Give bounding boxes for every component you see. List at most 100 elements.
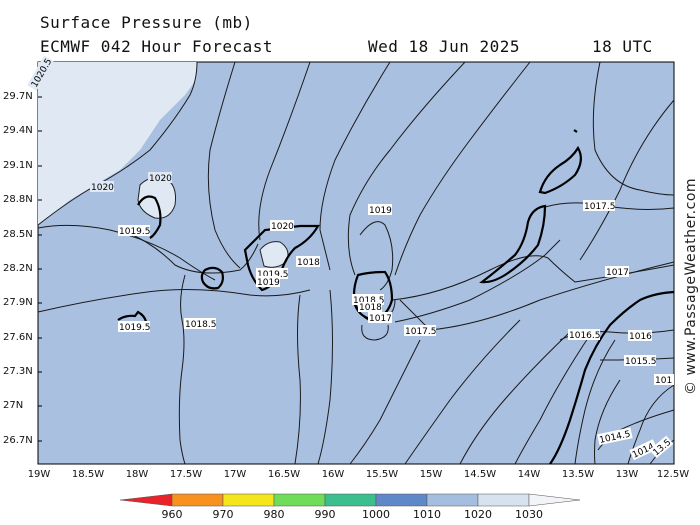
colorbar-segment: [273, 493, 326, 507]
isobar: [317, 289, 333, 465]
isobar: [178, 274, 186, 465]
colorbar-arrow-left: [119, 493, 173, 507]
isobar-label: 1018: [358, 302, 382, 313]
isobar-label-text: 1018.5: [353, 296, 385, 306]
lat-label: 26.7N: [3, 435, 33, 446]
forecast-label: ECMWF 042 Hour Forecast: [40, 37, 274, 56]
isobar-label-text: 1019.5: [119, 227, 151, 237]
isobar: [361, 324, 389, 341]
colorbar-segment: [222, 493, 275, 507]
coastline-fuerteventura: [479, 204, 547, 284]
lon-label: 18W: [125, 469, 149, 480]
isobar-label-text: 1019: [257, 278, 280, 288]
lat-label: 29.4N: [3, 125, 33, 136]
isobar-label-text: 1017.5: [584, 202, 616, 212]
colorbar-label: 1020: [464, 508, 492, 521]
isobar-label: 1017.5: [404, 325, 437, 337]
isobar-label-text: 1015.5: [625, 357, 657, 367]
colorbar-label: 980: [263, 508, 285, 521]
isobar-label: 1016: [628, 330, 652, 342]
isobar: [592, 61, 675, 196]
isobar-label-text: 1018: [297, 258, 320, 268]
high-pressure-region: [38, 62, 197, 225]
colorbar-label: 1010: [413, 508, 441, 521]
isobar-label-text: 1017.5: [405, 327, 437, 337]
colorbar-segment: [375, 493, 428, 507]
isobar-label-text: 1017: [606, 268, 629, 278]
isobar-label: 1019.5: [256, 268, 289, 280]
lon-label: 17.5W: [169, 469, 203, 480]
lon-label: 14W: [517, 469, 541, 480]
coastline-islet: [573, 129, 578, 133]
isobar: [37, 61, 198, 226]
isobar-label-text: 1020: [149, 174, 172, 184]
lon-label: 15.5W: [365, 469, 399, 480]
colorbar-label: 960: [161, 508, 183, 521]
isobar-label-text: 1018: [359, 303, 382, 313]
isobar-label-text: 101: [655, 376, 672, 386]
credit-watermark: © www.PassageWeather.com: [683, 177, 699, 395]
isobar: [579, 99, 675, 261]
isobar-label-text: 1016: [629, 332, 652, 342]
coastline-africa: [549, 290, 675, 465]
colorbar-arrow-right: [528, 493, 581, 507]
lon-label: 14.5W: [463, 469, 497, 480]
isobar: [207, 61, 241, 269]
isobar: [347, 61, 466, 276]
isobar-label: 1019: [368, 204, 392, 216]
isobar: [404, 319, 521, 465]
lat-label: 27N: [3, 400, 24, 411]
lat-label: 29.1N: [3, 160, 33, 171]
coastline-lanzarote: [538, 145, 582, 195]
coastline-el-hierro: [117, 310, 148, 323]
isobar: [119, 229, 259, 274]
isobar-label-text: 1020: [91, 183, 114, 193]
isobar: [349, 339, 421, 465]
isobar-label-text: 1017: [369, 314, 392, 324]
isobar-label: 1020: [90, 181, 114, 193]
isobar: [574, 339, 616, 465]
lon-label: 16W: [321, 469, 345, 480]
coastline-la-gomera: [200, 266, 224, 290]
isobar-label: 1016.5: [568, 329, 601, 341]
lon-label: 13.5W: [561, 469, 595, 480]
colorbar-segment: [426, 493, 479, 507]
lat-label: 27.9N: [3, 297, 33, 308]
isobar-label: 1018.5: [184, 318, 217, 330]
isobar-label-text: 1019: [369, 206, 392, 216]
colorbar-label: 1000: [362, 508, 390, 521]
isobar: [258, 61, 311, 241]
isobar-label: 1019.5: [118, 321, 151, 333]
colorbar-segment: [324, 493, 377, 507]
isobar-label: 1018.5: [352, 294, 385, 306]
isobar: [394, 239, 561, 323]
isobar: [627, 384, 675, 465]
high-pressure-blob: [259, 241, 289, 268]
lon-label: 12.5W: [656, 469, 690, 480]
isobar-label: 1020: [148, 172, 172, 184]
lon-label: 13W: [615, 469, 639, 480]
isobar-label: 1020: [270, 220, 294, 232]
colorbar-segment: [477, 493, 530, 507]
lat-label: 28.5N: [3, 229, 33, 240]
isobar: [594, 379, 621, 465]
lon-label: 16.5W: [267, 469, 301, 480]
isobar: [294, 294, 301, 465]
isobar-label-text: 1016.5: [569, 331, 601, 341]
lat-label: 28.2N: [3, 263, 33, 274]
lon-label: 19W: [27, 469, 51, 480]
isobar-label-text: 1019.5: [257, 270, 289, 280]
isobar-label-text: 1018.5: [185, 320, 217, 330]
colorbar-label: 970: [212, 508, 234, 521]
isobar: [319, 61, 391, 271]
isobar-label: 1019: [256, 276, 280, 288]
isobar-label: 1017: [368, 312, 392, 324]
lon-label: 17W: [223, 469, 247, 480]
colorbar-label: 990: [314, 508, 336, 521]
isobar: [359, 221, 394, 291]
isobar-label-text: 1019.5: [119, 323, 151, 333]
isobar-label: 1017.5: [583, 200, 616, 212]
isobar: [394, 61, 531, 276]
lat-label: 27.3N: [3, 366, 33, 377]
